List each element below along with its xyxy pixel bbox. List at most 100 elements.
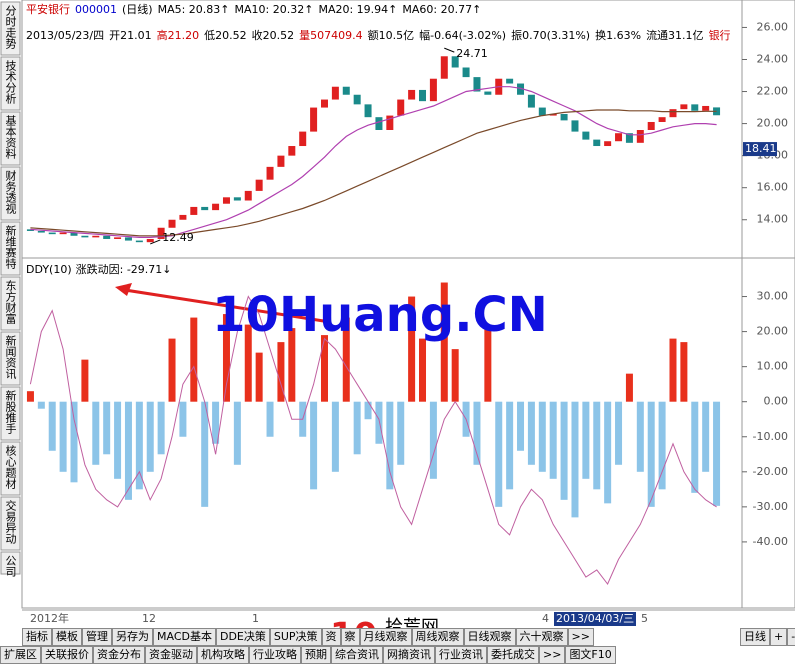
tab[interactable]: 图文F10 bbox=[565, 646, 616, 664]
header-item: 高21.20 bbox=[157, 28, 200, 42]
side-tab[interactable] bbox=[0, 111, 21, 166]
candle-body bbox=[146, 238, 154, 243]
side-tab-label[interactable]: 交易异动 bbox=[4, 499, 17, 544]
side-tab[interactable] bbox=[0, 166, 21, 221]
tab[interactable]: - bbox=[787, 628, 795, 646]
candle-body bbox=[593, 139, 601, 147]
tab[interactable]: >> bbox=[567, 628, 594, 646]
tab[interactable]: 指标 bbox=[22, 628, 52, 646]
tab[interactable]: 日线 bbox=[740, 628, 770, 646]
ddy-bar bbox=[135, 401, 143, 490]
side-tab[interactable] bbox=[0, 496, 21, 551]
tab[interactable]: 关联报价 bbox=[41, 646, 93, 664]
side-tab[interactable] bbox=[0, 276, 21, 331]
tab[interactable]: MACD基本 bbox=[153, 628, 216, 646]
candle-body bbox=[37, 230, 45, 233]
side-tab-label[interactable]: 核心题材 bbox=[4, 444, 17, 489]
ddy-bar bbox=[92, 401, 100, 465]
side-tab-label[interactable]: 新股推手 bbox=[4, 389, 17, 435]
tab[interactable]: 六十观察 bbox=[515, 628, 568, 646]
ddy-bar bbox=[103, 401, 111, 455]
ddy-bar bbox=[179, 401, 187, 437]
ddy-bar bbox=[713, 401, 721, 506]
ddy-line bbox=[29, 295, 717, 585]
candle-body bbox=[124, 237, 132, 241]
tab[interactable]: 网摘资讯 bbox=[383, 646, 435, 664]
candle-body bbox=[691, 104, 699, 111]
tab[interactable]: 另存为 bbox=[112, 628, 153, 646]
candle-body bbox=[201, 206, 209, 211]
side-tab[interactable] bbox=[0, 221, 21, 276]
tab[interactable]: DDE决策 bbox=[215, 628, 270, 646]
ddy-bar bbox=[440, 282, 448, 402]
tab[interactable]: 行业攻略 bbox=[249, 646, 301, 664]
side-tab-label[interactable]: 公司 bbox=[4, 555, 17, 577]
tab[interactable]: SUP决策 bbox=[269, 628, 322, 646]
ddy-bar bbox=[386, 401, 394, 490]
ddy-bar bbox=[222, 314, 230, 402]
ddy-bar bbox=[310, 401, 318, 490]
tab[interactable]: + bbox=[770, 628, 788, 646]
y-tick-label: 20.00 bbox=[757, 117, 789, 130]
candle-body bbox=[342, 86, 350, 95]
tab[interactable]: 综合资讯 bbox=[331, 646, 383, 664]
y-tick-label: 24.00 bbox=[757, 52, 789, 65]
ddy-bar bbox=[647, 401, 655, 507]
tab[interactable]: 资金驱动 bbox=[145, 646, 197, 664]
ddy-bar bbox=[190, 317, 198, 402]
candle-body bbox=[59, 232, 67, 235]
side-tab[interactable] bbox=[0, 386, 21, 441]
tab[interactable]: 扩展区 bbox=[0, 646, 41, 664]
ddy-bar bbox=[320, 335, 328, 402]
header-item: MA60: 20.77↑ bbox=[402, 3, 481, 16]
side-tab[interactable] bbox=[0, 551, 21, 575]
tab[interactable]: >> bbox=[539, 646, 566, 664]
candle-body bbox=[615, 133, 623, 142]
candle-body bbox=[429, 78, 437, 102]
candle-body bbox=[81, 235, 89, 238]
candle-body bbox=[636, 130, 644, 143]
ddy-bar bbox=[353, 401, 361, 455]
tab[interactable]: 模板 bbox=[52, 628, 82, 646]
annotation-pointer bbox=[150, 239, 161, 245]
header-item: 2013/05/23/四 bbox=[26, 29, 104, 42]
tab[interactable]: 管理 bbox=[82, 628, 112, 646]
candle-body bbox=[484, 91, 492, 95]
candle-body bbox=[408, 89, 416, 100]
ddy-bar bbox=[375, 401, 383, 444]
header-item: 额10.5亿 bbox=[368, 29, 415, 42]
tab[interactable]: 委托成交 bbox=[487, 646, 539, 664]
tab[interactable]: 日线观察 bbox=[463, 628, 516, 646]
ddy-bar bbox=[593, 401, 601, 490]
tab[interactable]: 察 bbox=[340, 628, 360, 646]
tab[interactable]: 资 bbox=[321, 628, 341, 646]
side-tab[interactable] bbox=[0, 1, 21, 56]
tab[interactable]: 机构攻略 bbox=[197, 646, 249, 664]
tab[interactable]: 资金分布 bbox=[93, 646, 145, 664]
candle-body bbox=[114, 237, 122, 239]
ddy-bar bbox=[669, 338, 677, 402]
ddy-bar bbox=[625, 373, 633, 402]
tab[interactable]: 月线观察 bbox=[359, 628, 412, 646]
side-tab[interactable] bbox=[0, 441, 21, 496]
tab[interactable]: 周线观察 bbox=[411, 628, 464, 646]
side-tab[interactable] bbox=[0, 331, 21, 386]
candle-body bbox=[658, 117, 666, 122]
candle-body bbox=[451, 56, 459, 68]
side-tab[interactable] bbox=[0, 56, 21, 111]
candle-body bbox=[168, 219, 176, 228]
tab[interactable]: 行业资讯 bbox=[435, 646, 487, 664]
tab[interactable]: 预期 bbox=[301, 646, 331, 664]
side-tab-label[interactable]: 新闻资讯 bbox=[4, 334, 17, 380]
ddy-subtitle: 涨跌动因: -29.71↓ bbox=[76, 262, 172, 276]
side-tab-label[interactable]: 分时走势 bbox=[4, 5, 17, 49]
ddy-bar bbox=[429, 401, 437, 479]
tab-row: 日线+-0 bbox=[740, 628, 795, 646]
ddy-bar bbox=[658, 401, 666, 490]
side-tab-label[interactable]: 新维赛特 bbox=[4, 224, 17, 269]
side-tab-label[interactable]: 财务透视 bbox=[4, 169, 17, 214]
side-tab-label[interactable]: 基本资料 bbox=[4, 115, 17, 160]
side-tab-label[interactable]: 东方财富 bbox=[4, 280, 17, 325]
side-tab-label[interactable]: 技术分析 bbox=[4, 60, 17, 105]
header-item: 流通31.1亿 bbox=[646, 28, 704, 42]
